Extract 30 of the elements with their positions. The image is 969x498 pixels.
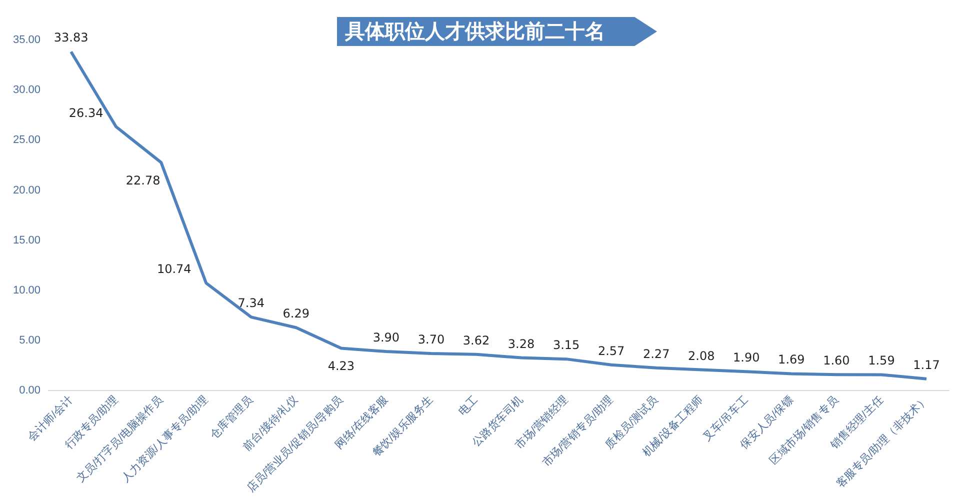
data-label: 22.78	[126, 173, 160, 188]
data-label: 26.34	[68, 106, 104, 120]
y-tick-label: 5.00	[19, 334, 41, 347]
data-label: 3.90	[372, 330, 400, 345]
data-label: 10.74	[156, 262, 192, 276]
data-label: 7.34	[238, 296, 264, 310]
data-label: 1.69	[778, 352, 805, 367]
data-label: 1.90	[733, 350, 760, 365]
data-label: 33.83	[54, 30, 88, 45]
y-tick-label: 35.00	[12, 34, 41, 46]
data-label: 4.23	[328, 359, 355, 374]
data-label: 1.17	[913, 358, 940, 372]
y-tick-label: 25.00	[12, 134, 41, 146]
data-label: 3.62	[462, 333, 490, 348]
data-label: 2.27	[642, 346, 670, 361]
data-label: 2.57	[598, 344, 625, 358]
data-label: 3.28	[508, 336, 535, 351]
x-tick-label: 电工	[456, 393, 481, 418]
data-label: 2.08	[688, 348, 715, 363]
data-label: 3.15	[552, 338, 580, 352]
y-tick-label: 20.00	[12, 184, 41, 196]
y-tick-label: 30.00	[12, 84, 41, 96]
data-label: 6.29	[282, 306, 310, 321]
chart-title: 具体职位人才供求比前二十名	[345, 18, 605, 45]
data-label: 1.60	[823, 354, 850, 368]
data-label: 3.70	[418, 332, 445, 347]
data-label: 1.59	[868, 354, 895, 368]
y-tick-label: 15.00	[12, 234, 41, 246]
y-tick-label: 0.00	[19, 384, 41, 397]
y-tick-label: 10.00	[12, 284, 41, 296]
